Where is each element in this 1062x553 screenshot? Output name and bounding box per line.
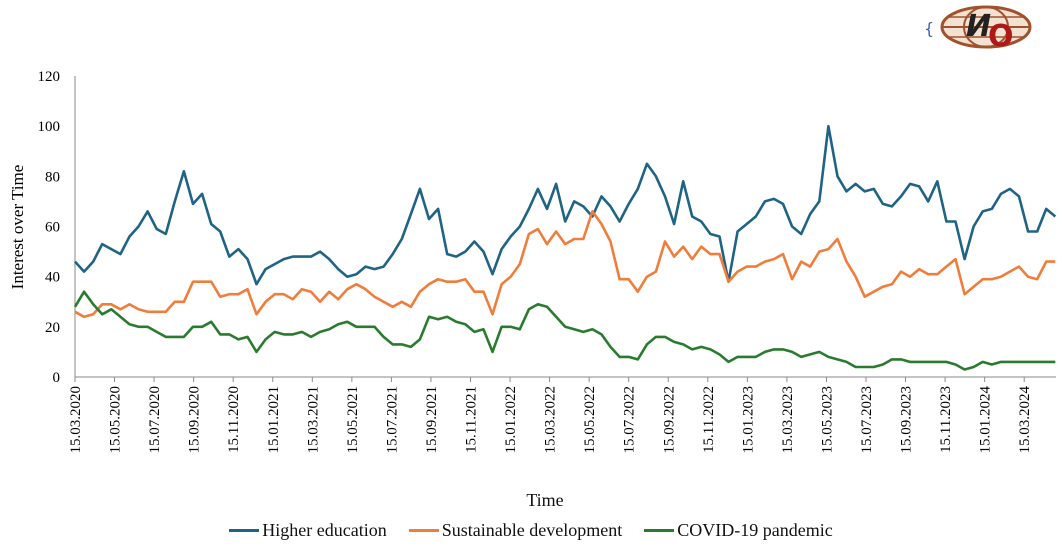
x-tick-label: 15.11.2022 bbox=[701, 386, 717, 453]
x-tick-label: 15.05.2021 bbox=[345, 386, 361, 454]
x-tick-label: 15.01.2022 bbox=[503, 386, 519, 454]
x-tick-label: 15.07.2022 bbox=[622, 386, 638, 454]
x-tick-label: 15.09.2021 bbox=[424, 386, 440, 454]
x-tick-label: 15.07.2020 bbox=[147, 386, 163, 454]
x-tick-label: 15.07.2023 bbox=[859, 386, 875, 454]
x-axis-title: Time bbox=[526, 490, 564, 510]
x-tick-label: 15.09.2020 bbox=[187, 386, 203, 454]
y-tick-label: 0 bbox=[53, 370, 61, 386]
x-tick-label: 15.11.2023 bbox=[938, 386, 954, 453]
x-tick-label: 15.01.2021 bbox=[266, 386, 282, 454]
x-tick-label: 15.05.2022 bbox=[582, 386, 598, 454]
x-tick-label: 15.03.2020 bbox=[68, 386, 84, 454]
legend-label: Higher education bbox=[262, 520, 387, 540]
series-lines bbox=[73, 124, 1057, 371]
x-tick-label: 15.11.2021 bbox=[464, 386, 480, 453]
x-tick-label: 15.11.2020 bbox=[226, 386, 242, 453]
x-tick-label: 15.05.2023 bbox=[819, 386, 835, 454]
y-tick-label: 60 bbox=[45, 220, 60, 236]
x-tick-label: 15.09.2023 bbox=[899, 386, 915, 454]
x-tick-label: 15.03.2021 bbox=[305, 386, 321, 454]
x-axis: 15.03.2020 15.05.2020 15.07.2020 15.09.2020… bbox=[68, 376, 1056, 454]
y-tick-label: 100 bbox=[38, 119, 61, 135]
legend-item-higher-education: Higher education bbox=[229, 520, 387, 541]
x-tick-label: 15.09.2022 bbox=[661, 386, 677, 454]
legend-swatch bbox=[229, 529, 260, 532]
x-tick-label: 15.03.2024 bbox=[1017, 386, 1033, 454]
x-tick-label: 15.01.2023 bbox=[740, 386, 756, 454]
x-tick-label: 15.05.2020 bbox=[108, 386, 124, 454]
y-axis: 0 20 40 60 80 100 120 bbox=[38, 69, 76, 386]
legend-item-covid-19-pandemic: COVID-19 pandemic bbox=[644, 520, 833, 541]
y-tick-label: 80 bbox=[45, 169, 60, 185]
legend-swatch bbox=[408, 529, 439, 532]
legend: Higher education Sustainable development… bbox=[0, 520, 1062, 541]
svg-text:И: И bbox=[966, 9, 991, 44]
y-tick-label: 120 bbox=[38, 69, 61, 85]
x-tick-label: 15.03.2023 bbox=[780, 386, 796, 454]
legend-item-sustainable-development: Sustainable development bbox=[408, 520, 623, 541]
x-tick-label: 15.01.2024 bbox=[978, 386, 994, 454]
series-line-higher-education bbox=[74, 124, 1057, 286]
legend-label: Sustainable development bbox=[441, 520, 623, 540]
legend-label: COVID-19 pandemic bbox=[677, 520, 833, 540]
x-tick-label: 15.07.2021 bbox=[384, 386, 400, 454]
x-tick-label: 15.03.2022 bbox=[543, 386, 559, 454]
svg-text:{: { bbox=[924, 19, 934, 38]
publisher-logo: { И О bbox=[922, 4, 1057, 55]
y-tick-label: 20 bbox=[45, 320, 60, 336]
series-line-covid-19-pandemic bbox=[73, 290, 1056, 371]
series-line-sustainable-development bbox=[74, 210, 1056, 319]
legend-swatch bbox=[644, 529, 675, 532]
y-tick-label: 40 bbox=[45, 270, 60, 286]
y-axis-title: Interest over Time bbox=[8, 165, 27, 290]
svg-text:О: О bbox=[988, 19, 1014, 50]
